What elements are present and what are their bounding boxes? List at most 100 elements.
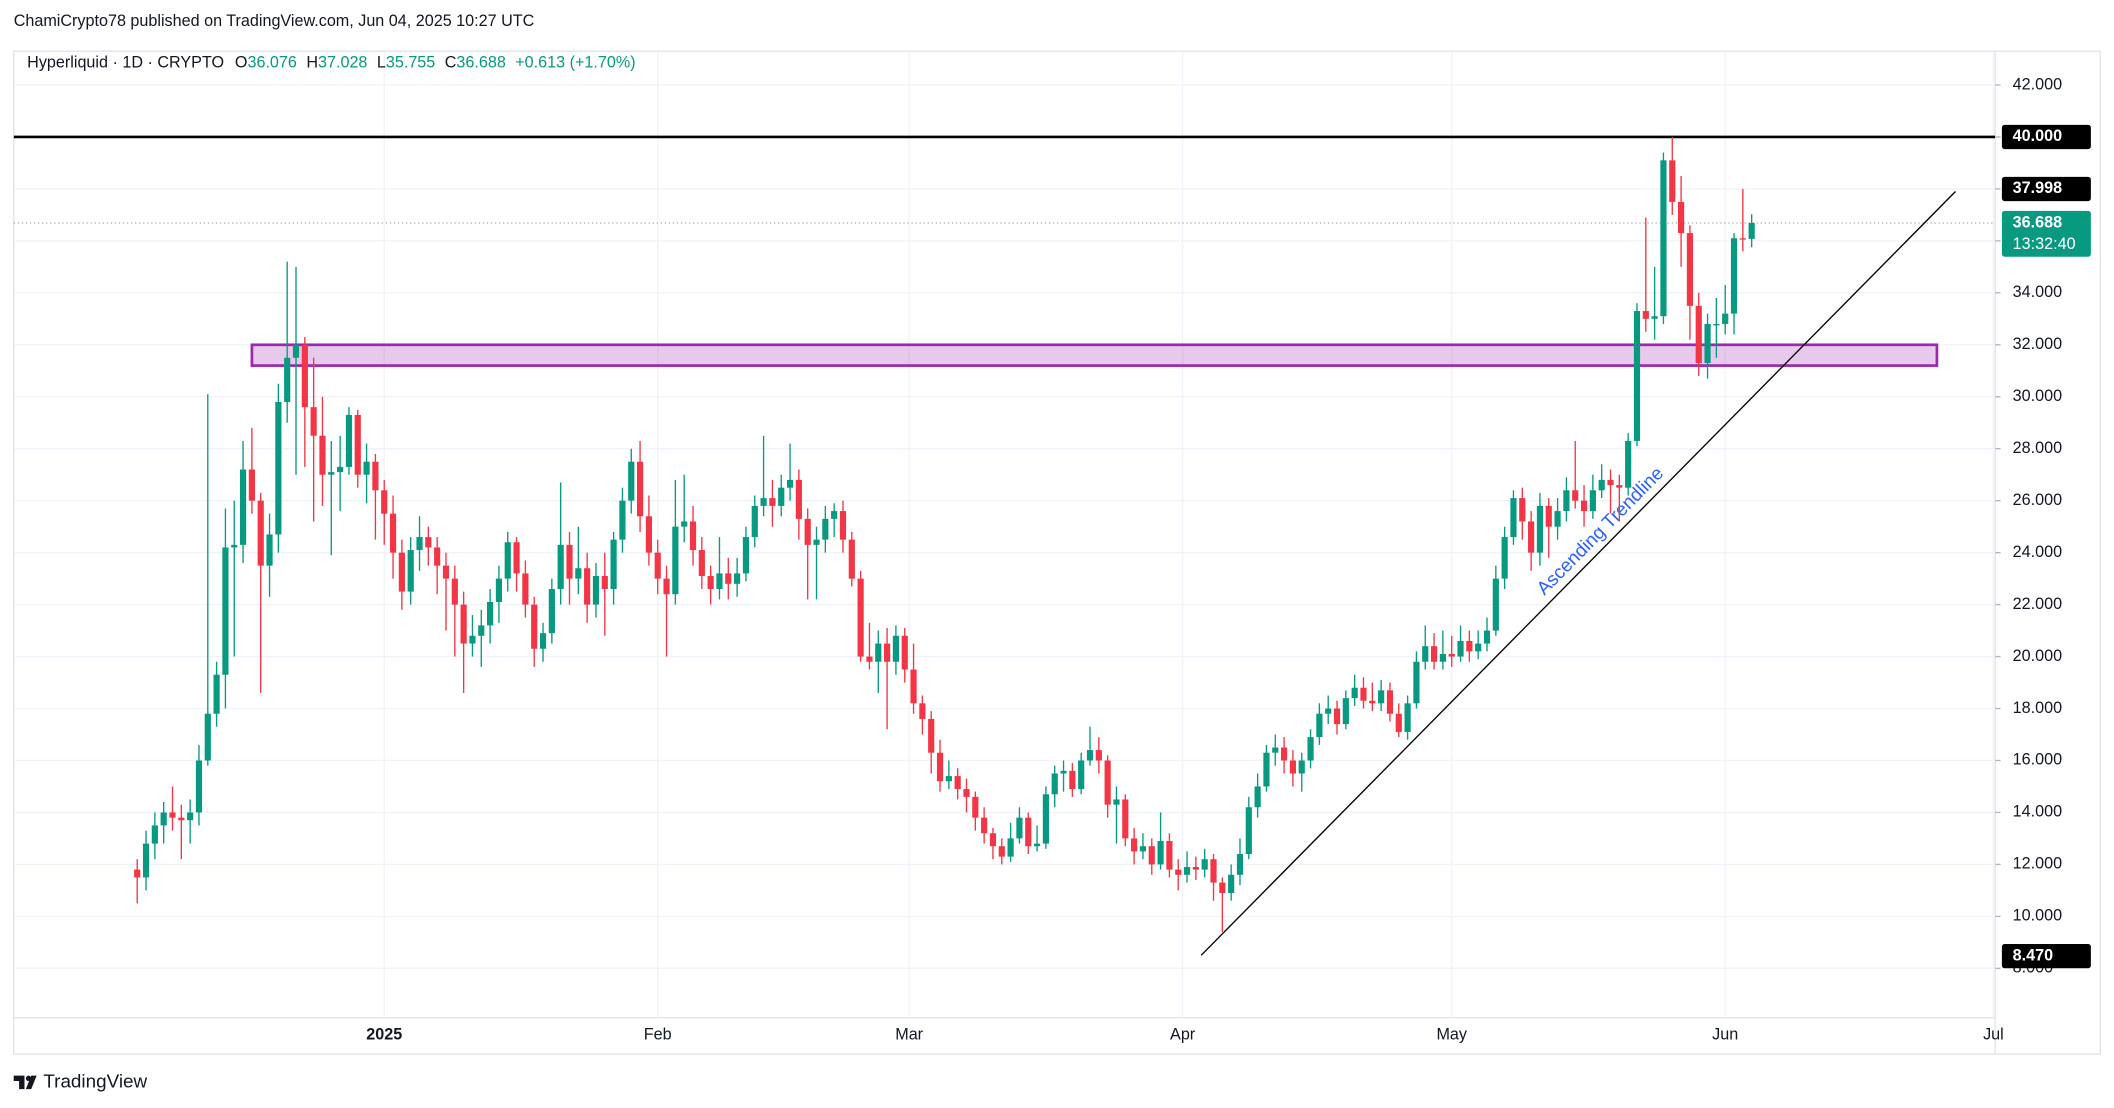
- candle-body: [478, 625, 485, 636]
- y-tick-label: 16.000: [2013, 751, 2062, 769]
- candle-body: [1219, 882, 1226, 893]
- candle-body: [1589, 490, 1596, 512]
- candle-body: [434, 547, 441, 566]
- candle-body: [151, 825, 158, 844]
- candle-body: [504, 542, 511, 579]
- candle-body: [1033, 843, 1041, 847]
- y-tick-label: 14.000: [2013, 803, 2062, 821]
- candle-body: [204, 713, 211, 761]
- candle-body: [1669, 160, 1676, 202]
- candle-body: [231, 544, 238, 548]
- candle-body: [795, 479, 802, 519]
- ohlc-key: L: [377, 54, 386, 72]
- candle-body: [1131, 838, 1138, 852]
- candle-body: [954, 776, 961, 790]
- candle-body: [1078, 760, 1085, 790]
- y-tick-label: 32.000: [2013, 335, 2062, 353]
- candle-body: [1580, 500, 1588, 512]
- candle-body: [213, 674, 220, 714]
- candle-body: [1607, 479, 1614, 486]
- candle-body: [848, 539, 855, 579]
- candle-body: [575, 568, 582, 579]
- candle-body: [539, 633, 547, 649]
- countdown: 13:32:40: [2013, 235, 2076, 253]
- candle-body: [1598, 479, 1605, 491]
- candle-body: [1122, 799, 1129, 839]
- candle-body: [1157, 841, 1164, 865]
- candle-body: [257, 500, 264, 566]
- candle-body: [495, 578, 503, 603]
- candle-body: [725, 573, 732, 584]
- candle-body: [1289, 760, 1297, 774]
- tv-logo: [13, 1075, 37, 1090]
- candle-body: [813, 539, 820, 545]
- candle-body: [1333, 708, 1341, 725]
- x-tick-label: Apr: [1170, 1025, 1196, 1043]
- candle-body: [1572, 490, 1579, 501]
- y-tick-label: 20.000: [2013, 647, 2062, 665]
- ohlc-key: C: [445, 54, 457, 72]
- y-tick-label: 10.000: [2013, 907, 2062, 925]
- candle-body: [1413, 661, 1420, 704]
- ohlc-value: 36.076: [247, 54, 296, 72]
- candle-body: [1536, 505, 1544, 553]
- candle-body: [875, 643, 882, 662]
- price-label-box: [2001, 943, 2091, 969]
- candle-body: [734, 573, 741, 584]
- candle-body: [1695, 305, 1702, 363]
- candle-body: [601, 576, 608, 590]
- candle-body: [381, 490, 388, 514]
- candle-body: [292, 344, 300, 358]
- candle-body: [1722, 313, 1729, 325]
- candle-body: [751, 505, 758, 538]
- logo-icon: [13, 1075, 37, 1090]
- candle-body: [884, 643, 891, 662]
- price-label-box: [2001, 124, 2091, 150]
- candle-body: [566, 544, 573, 579]
- y-tick-label: 26.000: [2013, 491, 2062, 509]
- x-tick-label: Feb: [644, 1025, 672, 1043]
- candle-body: [275, 401, 282, 535]
- candle-body: [786, 479, 794, 488]
- candle-body: [548, 589, 555, 634]
- candle-body: [822, 518, 829, 540]
- candle-body: [1086, 750, 1094, 761]
- candle-body: [1510, 498, 1517, 538]
- candle-body: [178, 817, 185, 821]
- candle-body: [928, 718, 935, 753]
- candle-body: [1166, 841, 1173, 870]
- candle-body: [919, 703, 926, 719]
- candle-body: [831, 511, 838, 519]
- candle-body: [328, 472, 335, 475]
- candle-body: [663, 578, 670, 595]
- candle-body: [319, 435, 326, 475]
- candle-body: [1713, 324, 1720, 326]
- candle-body: [1492, 578, 1499, 631]
- candle-body: [742, 537, 750, 574]
- ohlc-change: +0.613 (+1.70%): [515, 54, 635, 72]
- candle-body: [901, 635, 908, 670]
- candle-body: [1175, 869, 1182, 875]
- header: ChamiCrypto78 published on TradingView.c…: [14, 12, 535, 30]
- candle-body: [239, 469, 247, 545]
- y-tick-label: 34.000: [2013, 283, 2062, 301]
- candle-body: [1748, 223, 1755, 239]
- candle-body: [804, 518, 811, 545]
- candle-body: [1281, 747, 1288, 761]
- candle-body: [989, 833, 997, 847]
- candle-body: [442, 565, 450, 579]
- candle-body: [134, 869, 141, 878]
- candle-body: [451, 578, 458, 605]
- candle-body: [1360, 687, 1367, 701]
- candle-body: [416, 537, 423, 551]
- candle-body: [1369, 700, 1376, 704]
- candle-body: [1298, 760, 1305, 774]
- candle-body: [513, 542, 520, 574]
- candle-body: [1095, 750, 1102, 761]
- candle-body: [1351, 687, 1358, 699]
- price-label-box: [2001, 176, 2091, 202]
- candle-body: [1148, 846, 1155, 865]
- candle-body: [407, 550, 414, 592]
- candle-body: [425, 537, 432, 548]
- candle-body: [363, 461, 370, 475]
